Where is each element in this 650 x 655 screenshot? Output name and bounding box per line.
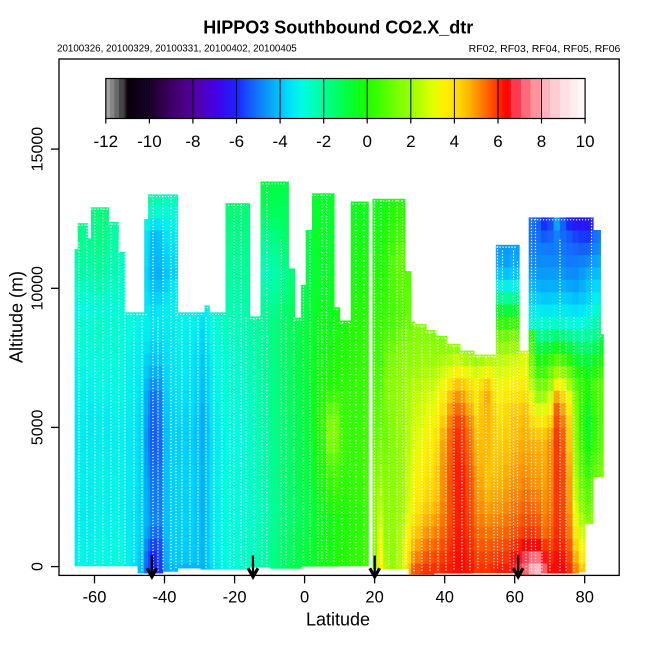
svg-text:Altitude (m): Altitude (m) (7, 271, 27, 363)
svg-text:80: 80 (576, 589, 594, 607)
svg-text:RF02, RF03, RF04, RF05, RF06: RF02, RF03, RF04, RF05, RF06 (469, 43, 621, 55)
svg-text:0: 0 (30, 562, 47, 571)
svg-text:-2: -2 (316, 132, 331, 151)
svg-text:5000: 5000 (30, 410, 47, 446)
svg-text:15000: 15000 (30, 127, 47, 172)
svg-text:40: 40 (436, 589, 454, 607)
svg-text:60: 60 (506, 589, 524, 607)
svg-text:20: 20 (365, 589, 383, 607)
svg-text:20100326, 20100329, 20100331,: 20100326, 20100329, 20100331, 20100402, … (57, 44, 297, 55)
svg-text:0: 0 (300, 589, 309, 607)
svg-text:-40: -40 (153, 589, 177, 607)
svg-text:0: 0 (362, 132, 371, 151)
svg-text:-20: -20 (223, 589, 247, 607)
svg-text:-12: -12 (94, 132, 119, 151)
svg-text:-4: -4 (273, 132, 288, 151)
svg-text:6: 6 (493, 132, 502, 151)
svg-text:-60: -60 (83, 589, 107, 607)
svg-text:Latitude: Latitude (306, 610, 370, 630)
svg-text:-8: -8 (185, 132, 200, 151)
svg-text:10: 10 (576, 132, 595, 151)
svg-text:HIPPO3 Southbound CO2.X_dtr: HIPPO3 Southbound CO2.X_dtr (203, 18, 473, 38)
svg-text:-10: -10 (137, 132, 162, 151)
svg-text:-6: -6 (229, 132, 244, 151)
svg-text:2: 2 (406, 132, 415, 151)
svg-text:4: 4 (450, 132, 459, 151)
svg-text:10000: 10000 (30, 266, 47, 311)
svg-text:8: 8 (537, 132, 546, 151)
